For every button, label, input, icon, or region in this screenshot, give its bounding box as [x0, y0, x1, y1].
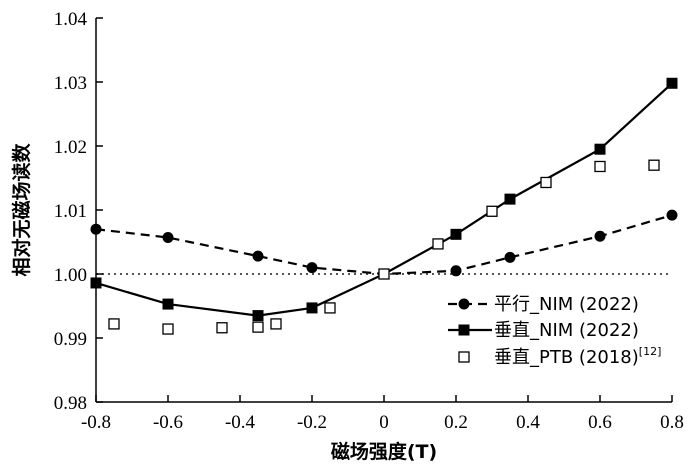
data-point	[216, 322, 228, 334]
data-point	[252, 310, 264, 322]
x-tick-label: -0.2	[297, 412, 327, 433]
data-point	[90, 223, 102, 235]
data-point	[162, 323, 174, 335]
axes	[95, 18, 672, 403]
legend-marker	[458, 324, 470, 336]
series-layer	[90, 77, 678, 335]
x-tick-label: 0.4	[516, 412, 540, 433]
y-tick-label: 0.99	[54, 329, 87, 350]
data-point	[252, 321, 264, 333]
data-point	[666, 209, 678, 221]
series-line	[95, 214, 673, 276]
legend-marker	[458, 298, 470, 310]
data-point	[324, 302, 336, 314]
legend-item: 垂直_NIM (2022)	[448, 320, 639, 341]
x-tick-label: 0.6	[588, 412, 612, 433]
x-tick-label: 0.2	[444, 412, 468, 433]
data-point	[594, 143, 606, 155]
data-point	[648, 159, 660, 171]
data-point	[432, 238, 444, 250]
legend-item: 垂直_PTB (2018)[12]	[458, 345, 661, 368]
y-tick-label: 1.03	[54, 73, 87, 94]
data-point	[252, 250, 264, 262]
x-tick-label: -0.8	[81, 412, 111, 433]
series-line	[95, 82, 673, 317]
data-point	[450, 228, 462, 240]
data-point	[162, 298, 174, 310]
data-point	[306, 302, 318, 314]
x-tick-label: -0.4	[225, 412, 256, 433]
y-tick-label: 1.01	[54, 201, 87, 222]
y-tick-label: 0.98	[54, 393, 87, 414]
data-point	[270, 318, 282, 330]
y-tick-label: 1.04	[54, 9, 88, 30]
legend-marker	[458, 351, 470, 363]
legend: 平行_NIM (2022) 垂直_NIM (2022) 垂直_PTB (2018)[…	[448, 294, 661, 368]
y-tick-label: 1.02	[54, 137, 87, 158]
data-point	[504, 193, 516, 205]
data-point	[666, 77, 678, 89]
ticks: 0.98 0.99 1.00 1.01 1.02 1.03 1.04 -0.8 -0.6 -0.4…	[54, 9, 684, 433]
data-point	[108, 318, 120, 330]
y-axis-title: 相对无磁场读数	[10, 143, 33, 277]
x-tick-label: -0.6	[153, 412, 183, 433]
series-3	[108, 159, 660, 335]
data-point	[450, 265, 462, 277]
data-point	[90, 277, 102, 289]
legend-label: 平行_NIM (2022)	[494, 294, 639, 315]
data-point	[594, 230, 606, 242]
data-point	[504, 251, 516, 263]
data-point	[594, 160, 606, 173]
x-tick-label: 0	[379, 412, 389, 433]
x-axis-title: 磁场强度(T)	[331, 440, 437, 463]
legend-item: 平行_NIM (2022)	[448, 294, 639, 315]
series-2	[90, 77, 678, 322]
legend-label: 垂直_NIM (2022)	[494, 320, 639, 341]
legend-label: 垂直_PTB (2018)[12]	[494, 345, 661, 368]
data-point	[540, 176, 552, 189]
y-tick-label: 1.00	[54, 265, 87, 286]
data-point	[378, 268, 390, 280]
data-point	[162, 232, 174, 244]
data-point	[306, 262, 318, 274]
data-point	[486, 205, 498, 217]
x-tick-label: 0.8	[660, 412, 684, 433]
